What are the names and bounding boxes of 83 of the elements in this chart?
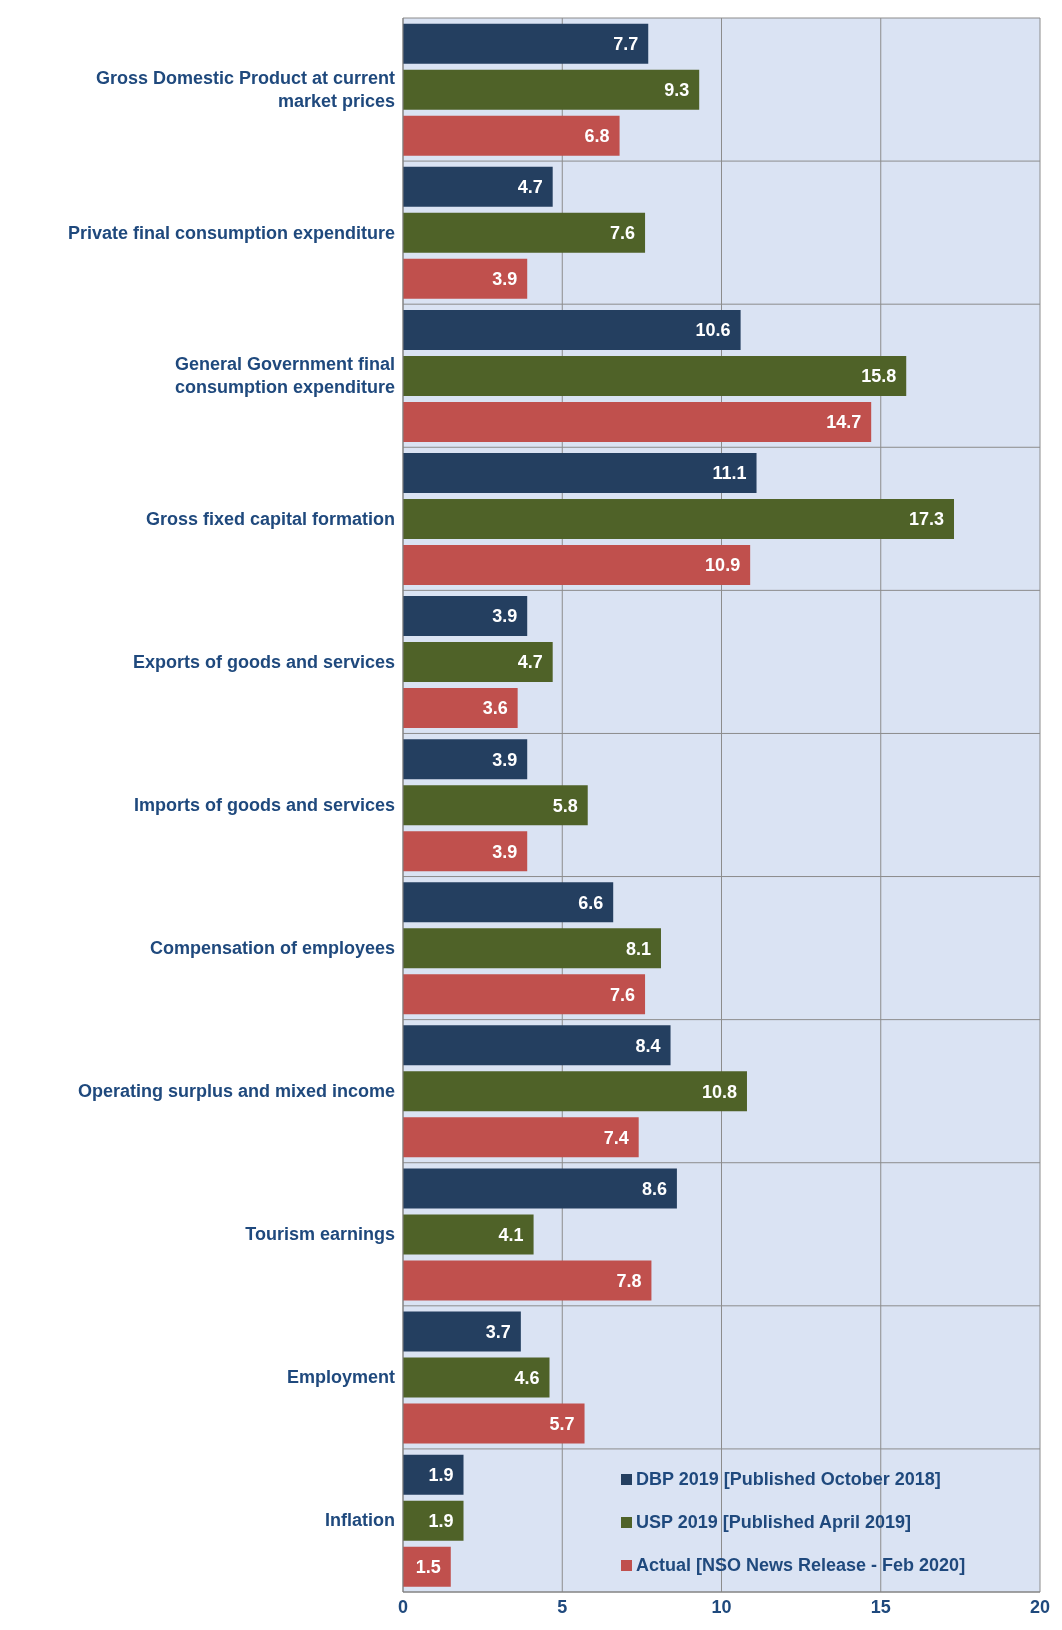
data-label: 10.6	[695, 320, 731, 341]
data-label: 8.4	[635, 1035, 661, 1056]
bar	[403, 596, 528, 637]
data-label: 7.6	[610, 223, 636, 244]
y-tick-label: Inflation	[325, 1510, 395, 1531]
y-tick-label: Employment	[286, 1367, 395, 1388]
bar	[403, 1311, 521, 1352]
y-tick-label: Operating surplus and mixed income	[77, 1081, 395, 1102]
y-tick-label: Exports of goods and services	[132, 651, 395, 672]
bar	[403, 1403, 585, 1444]
bar	[403, 499, 955, 539]
bar	[403, 166, 553, 207]
y-tick-label: Gross fixed capital formation	[145, 508, 395, 529]
legend-label: DBP 2019 [Published October 2018]	[636, 1469, 941, 1490]
bar	[403, 882, 614, 923]
data-label: 5.8	[552, 795, 578, 816]
y-tick-label: General Government final consumption expenditure	[174, 354, 395, 398]
bar	[403, 974, 646, 1015]
bar	[403, 1260, 652, 1301]
bar	[403, 642, 553, 683]
bar	[403, 785, 588, 826]
data-label: 15.8	[861, 366, 897, 387]
data-label: 5.7	[549, 1413, 575, 1434]
bar	[403, 212, 646, 253]
data-label: 6.8	[584, 126, 610, 147]
bar	[403, 453, 757, 493]
data-label: 14.7	[826, 412, 862, 433]
data-label: 10.9	[705, 555, 741, 576]
x-tick-label: 10	[711, 1596, 732, 1617]
bar	[403, 739, 528, 780]
data-label: 7.7	[613, 34, 639, 55]
bar	[403, 928, 661, 969]
data-label: 4.6	[514, 1367, 540, 1388]
data-label: 4.7	[517, 177, 543, 198]
bar	[403, 69, 700, 110]
y-tick-label: Private final consumption expenditure	[67, 222, 395, 243]
bar	[403, 1071, 747, 1112]
x-tick-label: 20	[1029, 1596, 1051, 1617]
bar	[403, 831, 528, 872]
data-label: 7.4	[603, 1127, 629, 1148]
y-tick-label: Imports of goods and services	[133, 795, 395, 815]
y-tick-label: Gross Domestic Product at current market prices	[95, 68, 395, 112]
data-label: 3.9	[492, 269, 518, 290]
data-label: 4.1	[498, 1224, 524, 1245]
data-label: 1.9	[428, 1465, 454, 1486]
x-tick-label: 15	[870, 1596, 891, 1617]
bar	[403, 1500, 464, 1541]
y-tick-label: Compensation of employees	[149, 938, 395, 959]
bar	[403, 355, 907, 396]
data-label: 10.8	[701, 1081, 737, 1102]
data-label: 4.7	[517, 652, 543, 673]
bar	[403, 1454, 464, 1495]
y-tick-label: Tourism earnings	[245, 1224, 395, 1245]
bar	[403, 1168, 677, 1209]
bar	[403, 1117, 639, 1158]
data-label: 7.6	[610, 984, 636, 1005]
data-label: 1.9	[428, 1511, 454, 1532]
bar	[403, 545, 751, 585]
data-label: 17.3	[908, 509, 945, 530]
data-label: 8.6	[641, 1178, 667, 1199]
x-tick-label: 0	[397, 1596, 409, 1617]
data-label: 9.3	[664, 80, 690, 101]
data-label: 8.1	[625, 938, 651, 959]
data-label: 1.5	[415, 1557, 441, 1578]
bar	[403, 688, 518, 729]
data-label: 6.6	[578, 892, 604, 913]
data-label: 3.9	[492, 606, 518, 627]
data-label: 3.9	[492, 749, 518, 770]
bar	[403, 115, 620, 156]
data-label: 3.7	[485, 1321, 511, 1342]
data-label: 11.1	[712, 463, 747, 484]
bar	[403, 401, 872, 442]
data-label: 3.9	[492, 841, 518, 862]
bar	[403, 1214, 534, 1255]
bar	[403, 258, 528, 299]
bar	[403, 309, 741, 350]
legend-label: USP 2019 [Published April 2019]	[636, 1512, 912, 1533]
bar	[403, 23, 649, 64]
bar	[403, 1025, 671, 1066]
data-label: 3.6	[482, 698, 508, 719]
data-label: 7.8	[616, 1270, 642, 1291]
x-tick-label: 5	[557, 1596, 568, 1617]
bar	[403, 1357, 550, 1398]
